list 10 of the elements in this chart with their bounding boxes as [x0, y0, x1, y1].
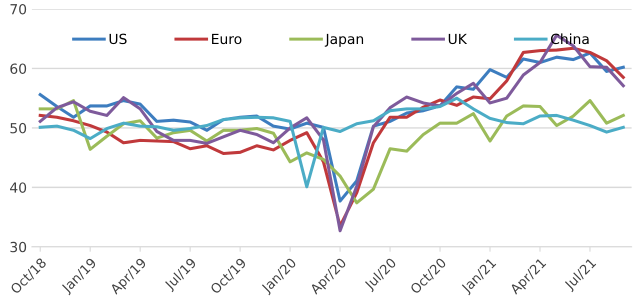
legend-label: Japan [324, 34, 364, 47]
y-tick-label: 30 [10, 242, 26, 252]
y-tick-label: 40 [10, 182, 26, 193]
y-tick-label: 50 [10, 122, 26, 134]
legend-label: US [110, 34, 127, 44]
line-series [38, 96, 625, 188]
legend-label: UK [448, 34, 468, 44]
y-tick-label: 70 [10, 4, 26, 15]
legend-label: Euro [212, 34, 242, 44]
y-tick-label: 60 [10, 63, 26, 74]
